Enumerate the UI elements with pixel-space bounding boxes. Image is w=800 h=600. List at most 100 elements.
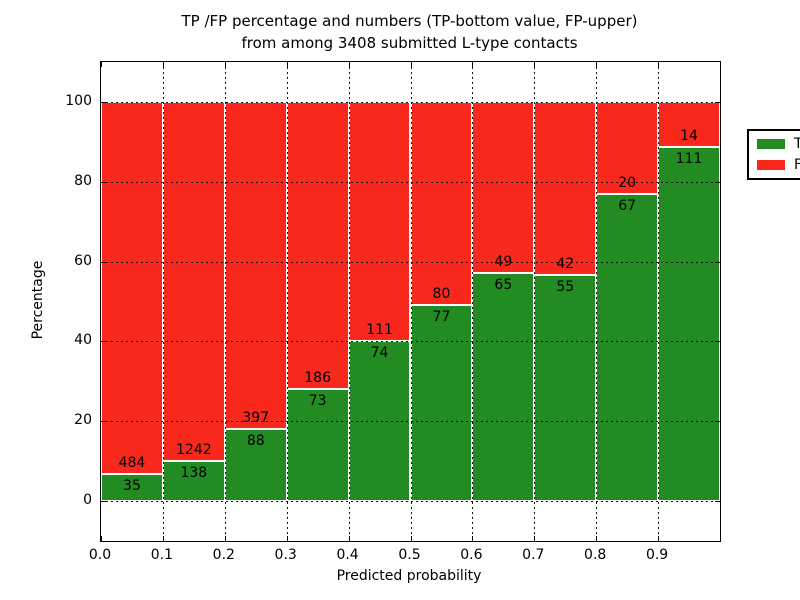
tp-bar-segment: [101, 474, 163, 502]
tp-count-label: 65: [494, 277, 513, 294]
fp-bar-segment: [101, 101, 163, 475]
tp-count-label: 138: [180, 465, 208, 482]
legend: TP FP: [747, 129, 800, 180]
tp-count-label: 55: [556, 278, 575, 295]
y-axis-tick: [101, 261, 106, 263]
y-axis-tick: [101, 181, 106, 183]
legend-label-fp: FP: [794, 157, 800, 173]
fp-count-label: 397: [242, 409, 270, 426]
x-axis-tick: [658, 536, 660, 541]
vertical-gridline: [410, 62, 412, 541]
x-tick-label: 0.8: [584, 547, 607, 563]
y-axis-tick: [101, 501, 106, 503]
fp-bar-segment: [348, 101, 411, 342]
x-tick-label: 0.2: [212, 547, 235, 563]
y-axis-label: Percentage: [30, 260, 46, 340]
fp-count-label: 42: [556, 255, 575, 272]
x-axis-tick-top: [596, 62, 598, 67]
y-tick-label: 80: [74, 172, 92, 189]
tp-count-label: 88: [246, 432, 265, 449]
x-axis-tick: [286, 536, 288, 541]
tp-bar-segment: [658, 146, 720, 502]
y-axis-tick-right: [715, 341, 720, 343]
fp-count-label: 186: [304, 369, 331, 386]
fp-bar-segment: [410, 101, 473, 306]
chart-title-line1: TP /FP percentage and numbers (TP-bottom…: [181, 12, 638, 30]
y-axis-tick-right: [715, 181, 720, 183]
tp-count-label: 67: [618, 197, 637, 214]
x-axis-tick: [410, 536, 412, 541]
vertical-gridline: [162, 62, 164, 541]
tp-count-label: 74: [370, 345, 389, 362]
chart-title-line2: from among 3408 submitted L-type contact…: [241, 34, 578, 52]
fp-color-swatch: [757, 160, 785, 170]
legend-item-fp: FP: [757, 158, 800, 172]
fp-count-label: 111: [366, 322, 393, 339]
x-axis-tick-top: [224, 62, 226, 67]
x-tick-label: 0.0: [88, 547, 112, 563]
y-tick-label: 20: [74, 412, 92, 429]
x-axis-tick-top: [286, 62, 288, 67]
x-axis-tick: [534, 536, 536, 541]
tp-count-label: 111: [675, 150, 703, 167]
vertical-gridline: [286, 62, 288, 541]
vertical-gridline: [348, 62, 350, 541]
vertical-gridline: [224, 62, 226, 541]
x-axis-tick-top: [658, 62, 660, 67]
y-tick-label: 100: [65, 92, 92, 109]
fp-count-label: 49: [494, 254, 513, 271]
y-axis-tick-right: [715, 261, 720, 263]
y-tick-label: 0: [83, 492, 92, 509]
tp-bar-segment: [162, 461, 225, 502]
vertical-gridline: [658, 62, 660, 541]
tp-count-label: 73: [308, 392, 327, 409]
y-tick-label: 40: [74, 332, 92, 349]
tp-count-label: 77: [432, 309, 451, 326]
legend-label-tp: TP: [794, 136, 800, 152]
y-axis-tick-right: [715, 101, 720, 103]
x-tick-label: 0.7: [522, 547, 545, 563]
y-axis-tick-right: [715, 501, 720, 503]
x-axis-tick: [596, 536, 598, 541]
x-axis-label: Predicted probability: [336, 568, 482, 584]
chart-title: TP /FP percentage and numbers (TP-bottom…: [100, 10, 719, 54]
fp-bar-segment: [224, 101, 287, 429]
x-axis-tick-top: [534, 62, 536, 67]
fp-bar-segment: [162, 101, 225, 462]
fp-count-label: 484: [118, 455, 146, 472]
y-axis-tick: [101, 341, 106, 343]
tp-bar-segment: [472, 273, 535, 502]
x-tick-label: 0.5: [398, 547, 421, 563]
tp-bar-segment: [410, 305, 473, 502]
vertical-gridline: [472, 62, 474, 541]
x-axis-tick: [162, 536, 164, 541]
vertical-gridline: [596, 62, 598, 541]
y-axis-tick: [101, 101, 106, 103]
tp-count-label: 35: [123, 478, 141, 495]
x-axis-tick: [101, 536, 102, 541]
x-axis-tick: [472, 536, 474, 541]
x-tick-label: 0.3: [274, 547, 297, 563]
fp-bar-segment: [286, 101, 349, 389]
fp-count-label: 14: [680, 127, 698, 144]
x-axis-tick-top: [101, 62, 102, 67]
y-axis-tick: [101, 421, 106, 423]
fp-count-label: 20: [618, 174, 637, 191]
fp-count-label: 1242: [176, 442, 212, 459]
tp-color-swatch: [757, 139, 785, 149]
x-axis-tick: [224, 536, 226, 541]
tp-bar-segment: [286, 388, 349, 502]
tp-bar-segment: [534, 274, 597, 502]
x-tick-label: 0.4: [336, 547, 359, 563]
y-tick-label: 60: [74, 252, 92, 269]
x-tick-label: 0.1: [150, 547, 174, 563]
plot-inner: 484 35 1242 138 397 88 186 73 111 74 80 77 49 65 42 55 2…: [101, 62, 720, 541]
x-axis-tick-top: [162, 62, 164, 67]
fp-bar-segment: [534, 101, 597, 275]
fp-bar-segment: [472, 101, 535, 274]
x-axis-tick: [348, 536, 350, 541]
x-tick-label: 0.9: [645, 547, 669, 563]
legend-item-tp: TP: [757, 137, 800, 151]
fp-count-label: 80: [432, 286, 451, 303]
